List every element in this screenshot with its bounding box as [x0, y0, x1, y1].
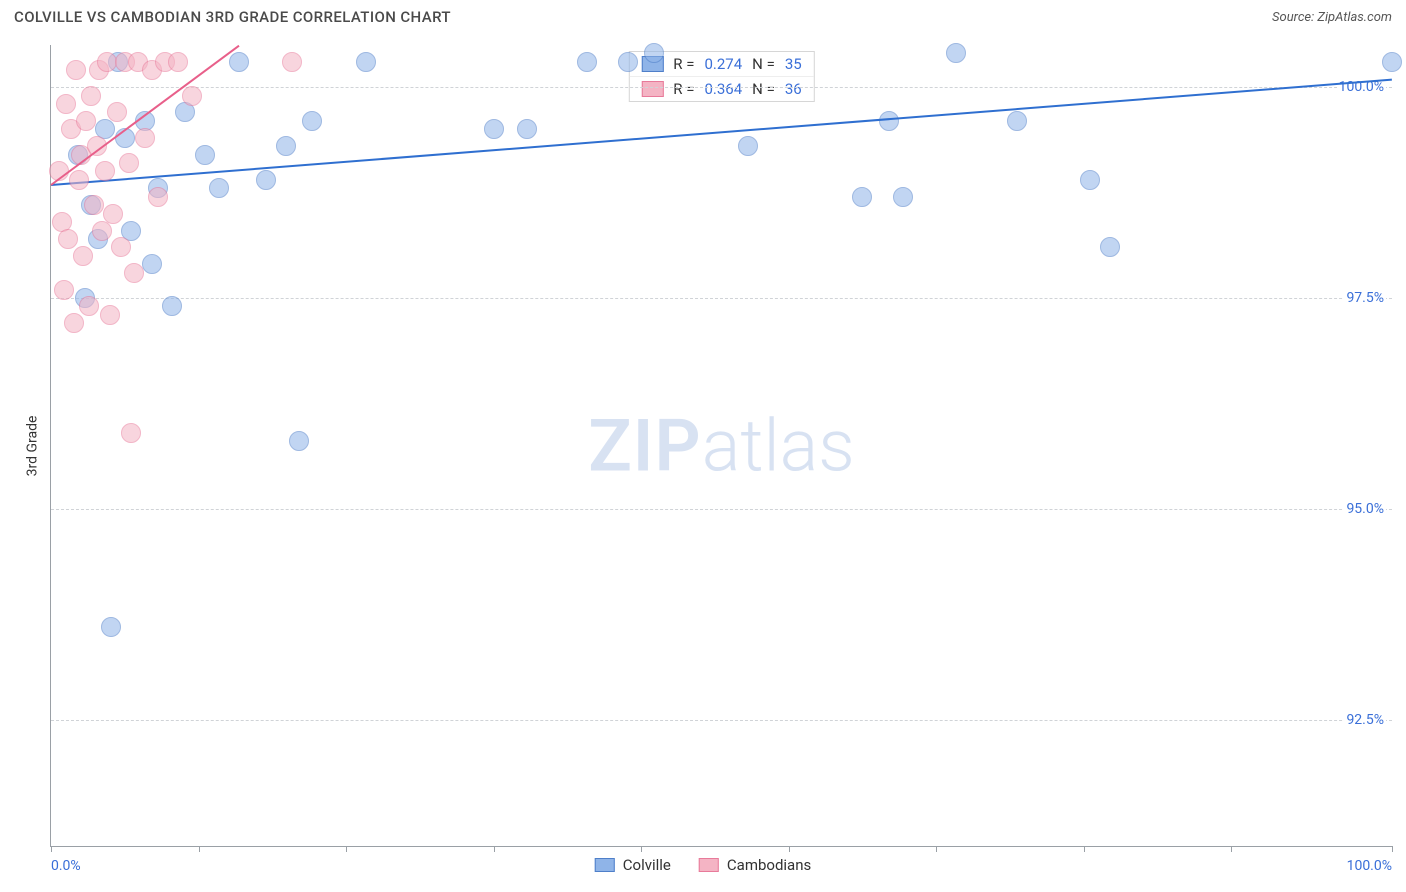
scatter-point [135, 128, 155, 148]
stat-label-r: R = [673, 80, 694, 98]
scatter-point [95, 161, 115, 181]
x-tick-label: 100.0% [1347, 858, 1392, 874]
x-tick [789, 846, 790, 852]
stat-label-n: N = [752, 80, 775, 98]
scatter-point [92, 221, 112, 241]
gridline-horizontal [51, 720, 1392, 721]
scatter-point [73, 246, 93, 266]
scatter-point [577, 52, 597, 72]
scatter-point [79, 296, 99, 316]
stat-value-r-cambodians: 0.364 [704, 80, 742, 98]
scatter-point [893, 187, 913, 207]
stats-legend-row: R = 0.364 N = 36 [629, 77, 813, 101]
y-tick-label: 95.0% [1344, 501, 1386, 517]
plot-region: ZIPatlas R = 0.274 N = 35 R = 0.364 N = … [50, 45, 1392, 847]
scatter-point [148, 187, 168, 207]
legend-item: Colville [595, 856, 671, 874]
x-tick [1392, 846, 1393, 852]
stat-label-n: N = [752, 55, 775, 73]
scatter-point [517, 119, 537, 139]
chart-area: ZIPatlas R = 0.274 N = 35 R = 0.364 N = … [40, 45, 1392, 847]
scatter-point [119, 153, 139, 173]
legend-label: Cambodians [727, 856, 811, 874]
legend-swatch-colville [595, 858, 615, 872]
scatter-point [121, 423, 141, 443]
source-attribution: Source: ZipAtlas.com [1272, 10, 1392, 25]
scatter-point [101, 617, 121, 637]
scatter-point [618, 52, 638, 72]
scatter-point [1382, 52, 1402, 72]
scatter-point [282, 52, 302, 72]
legend-swatch-cambodians [699, 858, 719, 872]
x-tick [641, 846, 642, 852]
scatter-point [1100, 237, 1120, 257]
scatter-point [142, 254, 162, 274]
scatter-point [302, 111, 322, 131]
scatter-point [738, 136, 758, 156]
scatter-point [64, 313, 84, 333]
gridline-horizontal [51, 298, 1392, 299]
scatter-point [289, 431, 309, 451]
chart-header: COLVILLE VS CAMBODIAN 3RD GRADE CORRELAT… [0, 0, 1406, 32]
legend-item: Cambodians [699, 856, 811, 874]
scatter-point [852, 187, 872, 207]
gridline-horizontal [51, 87, 1392, 88]
gridline-horizontal [51, 509, 1392, 510]
x-tick [494, 846, 495, 852]
x-tick [936, 846, 937, 852]
scatter-point [54, 280, 74, 300]
scatter-point [1080, 170, 1100, 190]
scatter-point [1007, 111, 1027, 131]
scatter-point [256, 170, 276, 190]
scatter-point [182, 86, 202, 106]
scatter-point [229, 52, 249, 72]
scatter-point [356, 52, 376, 72]
legend-swatch-cambodians [641, 81, 663, 97]
scatter-point [879, 111, 899, 131]
y-tick-label: 97.5% [1344, 290, 1386, 306]
scatter-point [168, 52, 188, 72]
scatter-point [69, 170, 89, 190]
scatter-point [76, 111, 96, 131]
stat-value-n-colville: 35 [785, 55, 802, 73]
scatter-point [124, 263, 144, 283]
scatter-point [58, 229, 78, 249]
scatter-point [644, 43, 664, 63]
stat-value-n-cambodians: 36 [785, 80, 802, 98]
y-tick-label: 92.5% [1344, 712, 1386, 728]
scatter-point [81, 86, 101, 106]
scatter-point [946, 43, 966, 63]
scatter-point [484, 119, 504, 139]
y-axis-label: 3rd Grade [24, 416, 40, 477]
x-tick [1231, 846, 1232, 852]
scatter-point [100, 305, 120, 325]
stat-label-r: R = [673, 55, 694, 73]
x-tick [346, 846, 347, 852]
x-tick [199, 846, 200, 852]
scatter-point [195, 145, 215, 165]
x-tick [51, 846, 52, 852]
legend-label: Colville [623, 856, 671, 874]
chart-title: COLVILLE VS CAMBODIAN 3RD GRADE CORRELAT… [14, 8, 451, 26]
footer-legend: Colville Cambodians [595, 856, 812, 874]
scatter-point [276, 136, 296, 156]
watermark-rest: atlas [702, 403, 855, 488]
scatter-point [209, 178, 229, 198]
scatter-point [56, 94, 76, 114]
scatter-point [103, 204, 123, 224]
x-tick-label: 0.0% [51, 858, 81, 874]
watermark-bold: ZIP [588, 403, 701, 488]
scatter-point [66, 60, 86, 80]
watermark: ZIPatlas [588, 403, 855, 488]
scatter-point [84, 195, 104, 215]
stat-value-r-colville: 0.274 [704, 55, 742, 73]
scatter-point [162, 296, 182, 316]
x-tick [1084, 846, 1085, 852]
scatter-point [111, 237, 131, 257]
scatter-point [107, 102, 127, 122]
